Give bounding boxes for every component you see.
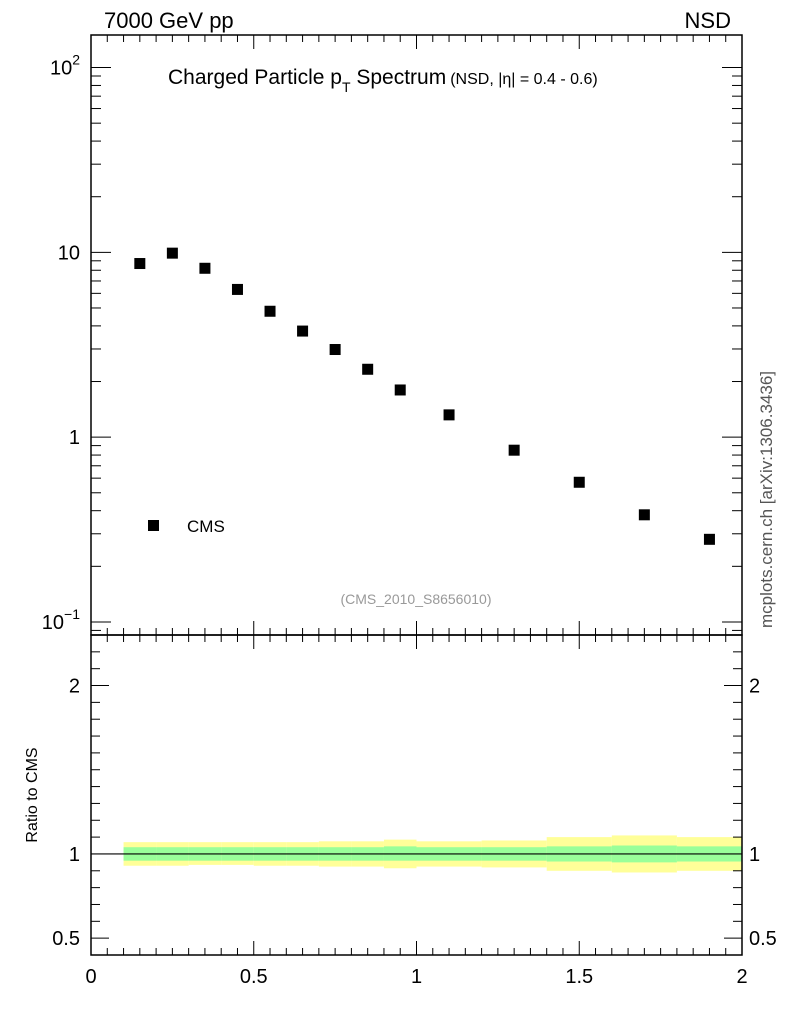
legend-marker-cms [148, 520, 159, 531]
chart-subtitle: (NSD, |η| = 0.4 - 0.6) [450, 71, 597, 88]
data-point [394, 384, 406, 396]
data-point [443, 409, 455, 421]
ratio-y-tick-label-right: 1 [749, 844, 760, 866]
data-point [166, 247, 178, 259]
ratio-axis-ticks: 0 0.5 1 1.5 22 21 10.5 0.5 [52, 634, 777, 988]
main-y-tick-base: 10 [42, 612, 64, 634]
title-main: Charged Particle p [168, 66, 342, 89]
main-y-tick-label: 10−1 [42, 606, 80, 634]
x-tick-label: 1 [411, 966, 422, 988]
data-point [638, 509, 650, 521]
ratio-y-tick-label-left: 0.5 [52, 928, 80, 950]
main-y-tick-base: 10 [50, 58, 72, 80]
main-y-tick-label: 10 [58, 242, 80, 264]
main-frame [90, 34, 743, 636]
main-y-tick-base: 10 [58, 242, 80, 264]
legend-label-cms: CMS [187, 517, 225, 536]
ratio-frame [90, 634, 743, 956]
ratio-y-tick-label-left: 1 [69, 844, 80, 866]
data-point [329, 344, 341, 356]
data-point [264, 305, 276, 317]
main-y-tick-label: 102 [50, 52, 80, 80]
data-points [134, 247, 715, 545]
x-tick-label: 2 [736, 966, 747, 988]
x-tick-label: 0 [85, 966, 96, 988]
data-point [134, 258, 146, 270]
ratio-ylabel: Ratio to CMS [24, 747, 41, 842]
legend: CMS [148, 517, 225, 536]
ratio-y-tick-label-left: 2 [69, 676, 80, 698]
main-y-tick-label: 1 [69, 427, 80, 449]
data-point [508, 444, 520, 456]
chart-title: Charged Particle pT Spectrum (NSD, |η| = … [168, 66, 598, 95]
main-y-tick-exponent: −1 [64, 606, 80, 622]
ratio-y-tick-label-right: 0.5 [749, 928, 777, 950]
energy-label: 7000 GeV pp [104, 8, 234, 33]
title-suffix: Spectrum [351, 66, 447, 89]
analysis-label: (CMS_2010_S8656010) [341, 591, 492, 607]
process-label: NSD [684, 8, 731, 33]
main-y-tick-base: 1 [69, 427, 80, 449]
data-point [573, 476, 585, 488]
main-y-tick-exponent: 2 [72, 52, 80, 68]
data-point [703, 533, 715, 545]
title-subscript: T [342, 79, 351, 95]
data-point [362, 363, 374, 375]
ratio-y-tick-label-right: 2 [749, 676, 760, 698]
data-point [231, 283, 243, 295]
data-point [199, 262, 211, 274]
data-point [297, 325, 309, 337]
x-tick-label: 1.5 [565, 966, 593, 988]
x-tick-label: 0.5 [240, 966, 268, 988]
